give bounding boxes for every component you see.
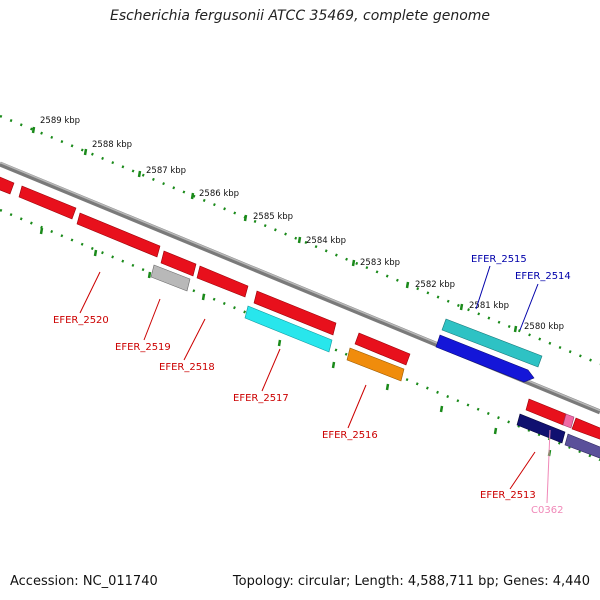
leader-lines [79,265,551,504]
gene-arrow-efer-2518[interactable] [76,212,161,258]
gene-arrow-gray[interactable] [150,264,191,292]
scale-label-2585: 2585 kbp [253,212,293,222]
gene-arrow-efer-2516[interactable] [253,290,337,336]
gene-label-efer-2513: EFER_2513 [480,490,536,501]
scale-label-2589: 2589 kbp [40,116,80,126]
gene-label-efer-2518: EFER_2518 [159,362,215,373]
gene-arrow-efer-2520[interactable] [0,175,15,195]
gene-arrow-efer-2515[interactable] [354,332,411,366]
gene-arrow-red-edge[interactable] [571,417,600,441]
scale-ticks [31,126,552,457]
gene-arrow-navy[interactable] [516,413,566,444]
gene-arrow-slate[interactable] [564,433,600,460]
scale-label-2583: 2583 kbp [360,258,400,268]
genome-summary-text: Topology: circular; Length: 4,588,711 bp… [232,574,590,589]
gene-arrow-cyan[interactable] [244,305,333,353]
gene-arrow-efer-2519[interactable] [18,185,77,220]
scale-label-2588: 2588 kbp [92,140,132,150]
gene-arrow-efer-2517b[interactable] [196,265,249,298]
scale-label-2586: 2586 kbp [199,189,239,199]
scale-label-2580: 2580 kbp [524,322,564,332]
gene-arrow-teal[interactable] [441,318,543,368]
gene-arrow-orange[interactable] [346,347,405,382]
gene-label-efer-2519: EFER_2519 [115,342,171,353]
gene-label-efer-2514: EFER_2514 [515,271,571,282]
accession-text: Accession: NC_011740 [10,574,158,589]
gene-label-c0362: C0362 [531,505,563,516]
gene-arrow-pink[interactable] [562,413,575,429]
gene-label-efer-2516: EFER_2516 [322,430,378,441]
gene-label-efer-2517: EFER_2517 [233,393,289,404]
scale-label-2581: 2581 kbp [469,301,509,311]
gene-label-efer-2515: EFER_2515 [471,254,527,265]
scale-label-2587: 2587 kbp [146,166,186,176]
gene-arrow-blue[interactable] [435,334,535,383]
scale-label-2582: 2582 kbp [415,280,455,290]
gene-label-efer-2520: EFER_2520 [53,315,109,326]
scale-label-2584: 2584 kbp [306,236,346,246]
map-title: Escherichia fergusonii ATCC 35469, compl… [109,8,491,24]
gene-arrow-efer-2517a[interactable] [160,250,197,277]
